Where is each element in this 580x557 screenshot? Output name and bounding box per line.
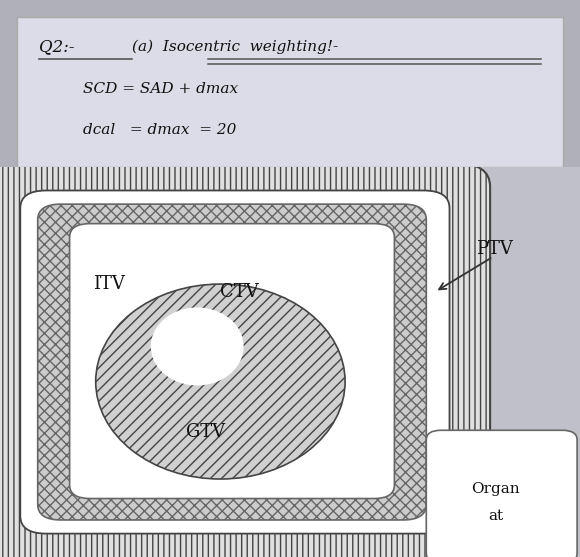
Text: ITV: ITV [93, 275, 125, 293]
FancyBboxPatch shape [0, 163, 490, 557]
FancyBboxPatch shape [70, 223, 394, 499]
Text: CTV: CTV [220, 283, 259, 301]
Text: Q2:-: Q2:- [39, 38, 75, 55]
Ellipse shape [96, 284, 345, 479]
Text: SCD = SAD + dmax: SCD = SAD + dmax [83, 82, 238, 96]
Text: at: at [488, 509, 503, 523]
Text: dcal   = dmax  = 20: dcal = dmax = 20 [83, 123, 236, 136]
Text: (a)  Isocentric  weighting!-: (a) Isocentric weighting!- [132, 40, 338, 54]
Text: GTV: GTV [186, 423, 224, 441]
FancyBboxPatch shape [38, 204, 426, 520]
Ellipse shape [151, 307, 244, 385]
Text: PTV: PTV [476, 240, 513, 258]
FancyBboxPatch shape [20, 190, 450, 534]
Text: Organ: Organ [472, 482, 520, 496]
FancyBboxPatch shape [426, 430, 577, 557]
